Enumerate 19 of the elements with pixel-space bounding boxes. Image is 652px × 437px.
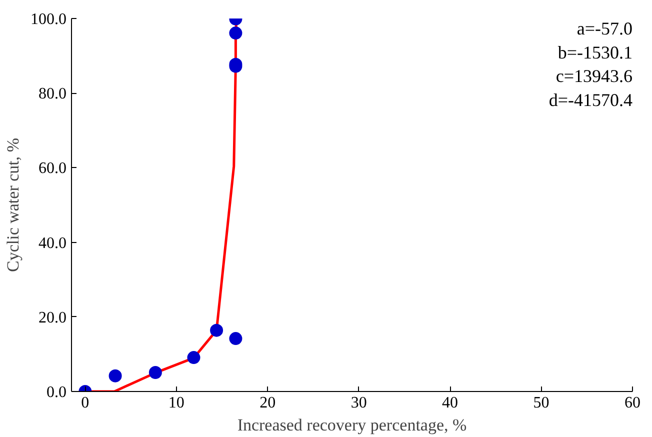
x-tick-label: 50 xyxy=(533,394,550,412)
annotation: a=-57.0 xyxy=(576,18,633,38)
y-tick-label: 0.0 xyxy=(46,384,66,401)
y-axis-title: Cyclic water cut, % xyxy=(4,138,22,272)
annotation: b=-1530.1 xyxy=(558,42,633,62)
y-tick-label: 20.0 xyxy=(38,309,66,326)
y-tick-label: 80.0 xyxy=(38,86,66,103)
y-tick-label: 100.0 xyxy=(30,11,66,28)
x-tick-label: 20 xyxy=(260,394,276,412)
x-axis-title: Increased recovery percentage, % xyxy=(237,416,467,434)
annotation: d=-41570.4 xyxy=(548,90,633,110)
y-tick-label: 40.0 xyxy=(38,234,66,252)
x-tick-label: 30 xyxy=(350,394,367,412)
y-tick-label: 60.0 xyxy=(38,160,66,178)
x-tick-label: 0 xyxy=(81,394,90,412)
x-tick-label: 60 xyxy=(624,394,640,412)
x-tick-label: 40 xyxy=(442,394,458,412)
annotation: c=13943.6 xyxy=(556,66,632,86)
x-tick-label: 10 xyxy=(168,394,184,412)
